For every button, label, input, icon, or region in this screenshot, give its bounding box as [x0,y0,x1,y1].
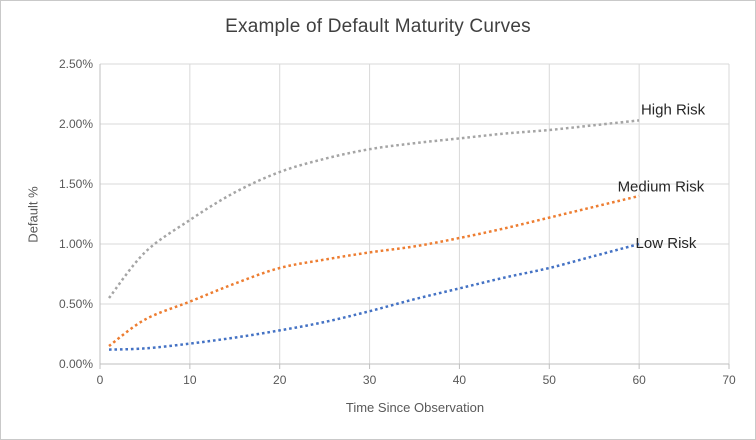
x-tick-label: 10 [183,373,197,387]
x-tick-label: 50 [543,373,557,387]
x-tick-label: 20 [273,373,287,387]
series-curve-high-risk [108,119,640,299]
chart-title: Example of Default Maturity Curves [225,16,531,37]
y-tick-label: 2.00% [59,117,93,131]
series-curve-medium-risk [108,194,640,348]
x-tick-label: 60 [632,373,646,387]
y-tick-label: 1.50% [59,177,93,191]
series-label-medium-risk: Medium Risk [618,178,705,195]
series-label-high-risk: High Risk [641,102,706,119]
x-tick-label: 70 [722,373,736,387]
series-label-low-risk: Low Risk [636,235,697,252]
y-tick-label: 0.00% [59,357,93,371]
y-tick-label: 2.50% [59,57,93,71]
series-curve-low-risk [108,242,640,351]
x-tick-label: 30 [363,373,377,387]
x-tick-label: 40 [453,373,467,387]
y-tick-label: 0.50% [59,297,93,311]
x-tick-label: 0 [97,373,104,387]
x-axis-title: Time Since Observation [345,400,485,415]
y-tick-label: 1.00% [59,237,93,251]
